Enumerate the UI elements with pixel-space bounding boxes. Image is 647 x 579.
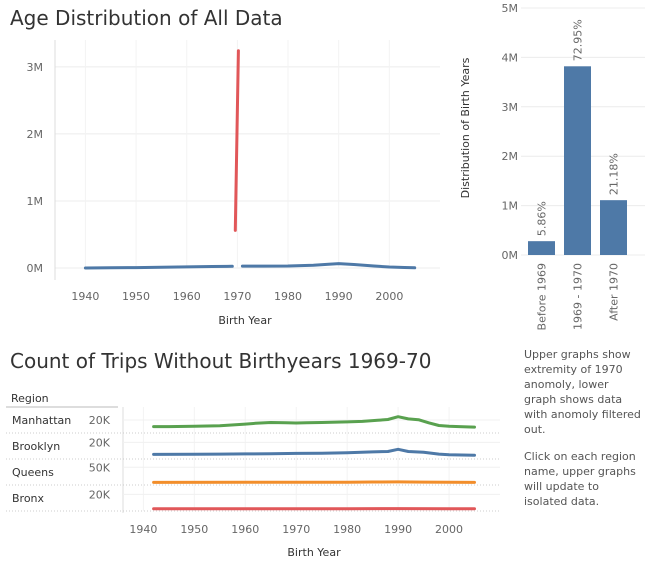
bottom-chart-rows: Manhattan 20K Brooklyn 20K Queens 50K Bronx 20K	[12, 414, 476, 511]
bar[interactable]	[528, 241, 555, 255]
x-tick-label: 1960	[231, 523, 259, 536]
bottom-chart-x-axis-title: Birth Year	[287, 546, 341, 559]
bar-category-label: 1969 - 1970	[572, 263, 585, 330]
y-tick-label: 0M	[502, 249, 519, 262]
x-tick-label: 1970	[282, 523, 310, 536]
bar-chart-bars	[528, 66, 627, 256]
y-tick-label: 5M	[502, 2, 519, 15]
top-chart-y-ticks: 0M 1M 2M 3M	[27, 61, 44, 275]
bottom-chart-x-ticks: 1940 1950 1960 1970 1980 1990 2000	[129, 523, 463, 536]
region-header: Region	[11, 392, 49, 405]
region-series-line	[152, 480, 476, 484]
top-chart-lines	[83, 49, 417, 270]
y-tick-label: 2M	[27, 128, 44, 141]
series-line	[83, 264, 234, 270]
x-tick-label: 2000	[375, 290, 403, 303]
x-tick-label: 2000	[435, 523, 463, 536]
x-tick-label: 1950	[180, 523, 208, 536]
top-chart-x-ticks: 1940 1950 1960 1970 1980 1990 2000	[71, 290, 403, 303]
series-line	[233, 49, 240, 232]
notes-panel: Upper graphs show extremity of 1970 anom…	[524, 347, 644, 521]
x-tick-label: 1950	[122, 290, 150, 303]
note-paragraph-2: Click on each region name, upper graphs …	[524, 450, 636, 508]
note-paragraph-1: Upper graphs show extremity of 1970 anom…	[524, 348, 641, 436]
y-tick-label: 2M	[502, 150, 519, 163]
top-chart-title: Age Distribution of All Data	[10, 6, 283, 30]
row-y-tick-label: 20K	[89, 436, 111, 449]
region-name-manhattan[interactable]: Manhattan	[12, 414, 71, 427]
age-distribution-chart: 0M 1M 2M 3M 1940 1950 1960 1970 1980 1990 2000 Bi…	[27, 40, 440, 327]
region-series-line	[152, 447, 476, 457]
bar[interactable]	[564, 66, 591, 256]
region-name-brooklyn[interactable]: Brooklyn	[12, 440, 60, 453]
region-name-bronx[interactable]: Bronx	[12, 492, 45, 505]
y-tick-label: 3M	[27, 61, 44, 74]
x-tick-label: 1940	[129, 523, 157, 536]
row-y-tick-label: 50K	[89, 461, 111, 474]
bottom-chart-title: Count of Trips Without Birthyears 1969-7…	[10, 349, 432, 373]
bar-category-label: After 1970	[608, 263, 621, 321]
y-tick-label: 0M	[27, 262, 44, 275]
bar-chart-y-ticks: 0M 1M 2M 3M 4M 5M	[502, 2, 519, 262]
bar-chart-value-labels: 5.86% 72.95% 21.18%	[536, 19, 621, 236]
region-name-queens[interactable]: Queens	[12, 466, 54, 479]
series-line	[240, 262, 417, 270]
x-tick-label: 1960	[173, 290, 201, 303]
y-tick-label: 1M	[502, 200, 519, 213]
bar-chart-category-labels: Before 1969 1969 - 1970 After 1970	[536, 263, 621, 330]
row-y-tick-label: 20K	[89, 414, 111, 427]
bar-value-label: 5.86%	[536, 201, 549, 236]
y-tick-label: 4M	[502, 51, 519, 64]
x-tick-label: 1940	[71, 290, 99, 303]
birth-year-bar-chart: 0M 1M 2M 3M 4M 5M 5.86% 72.95% 21.18% Before 19…	[459, 2, 645, 330]
bar-value-label: 21.18%	[608, 153, 621, 195]
row-y-tick-label: 20K	[89, 488, 111, 501]
y-tick-label: 1M	[27, 195, 44, 208]
top-chart-x-axis-title: Birth Year	[218, 314, 272, 327]
x-tick-label: 1980	[274, 290, 302, 303]
bar-chart-y-axis-title: Distribution of Birth Years	[459, 57, 472, 198]
bar-value-label: 72.95%	[572, 19, 585, 61]
y-tick-label: 3M	[502, 101, 519, 114]
bar-category-label: Before 1969	[536, 263, 549, 330]
top-chart-grid	[54, 40, 440, 280]
x-tick-label: 1990	[325, 290, 353, 303]
x-tick-label: 1990	[384, 523, 412, 536]
x-tick-label: 1970	[223, 290, 251, 303]
bar[interactable]	[600, 200, 627, 255]
trips-by-region-chart: Region Manhattan 20K Brooklyn 20K Queens 50K B…	[6, 392, 500, 559]
region-series-line	[152, 415, 476, 429]
x-tick-label: 1980	[333, 523, 361, 536]
